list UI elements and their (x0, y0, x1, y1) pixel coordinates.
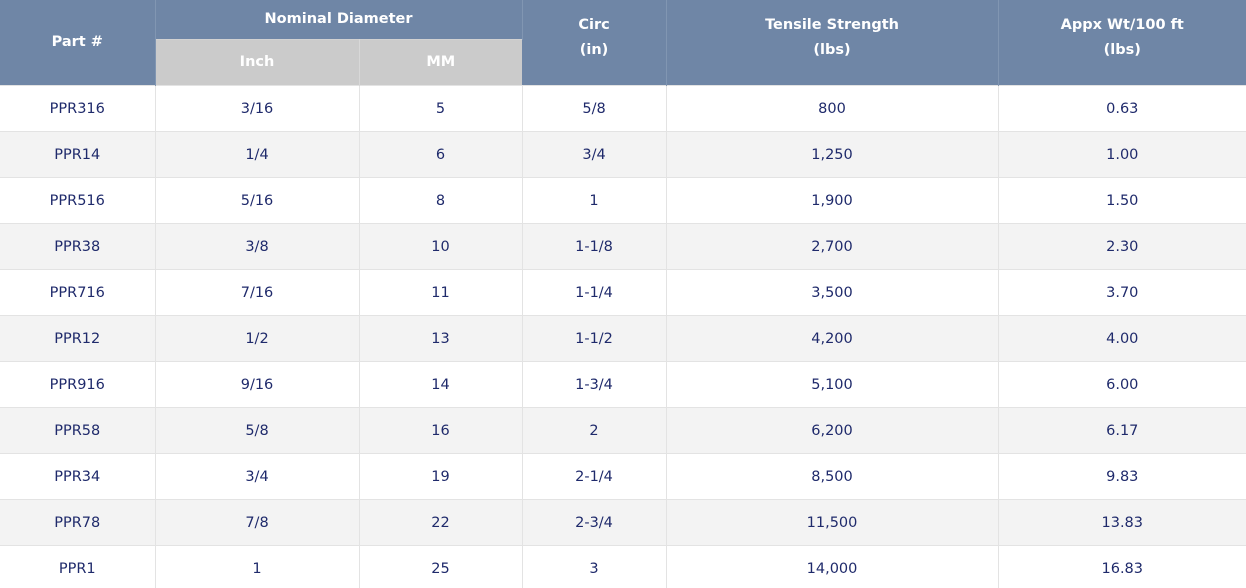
cell-weight: 6.17 (998, 407, 1246, 454)
cell-circumference: 2 (522, 407, 667, 454)
cell-part-number: PPR1 (0, 545, 156, 588)
cell-circumference: 2-3/4 (522, 499, 667, 546)
table-row: PPR716 7/16 11 1-1/4 3,500 3.70 (0, 269, 1246, 316)
header-circumference: Circ (in) (522, 0, 667, 86)
header-tensile-unit: (lbs) (813, 42, 851, 58)
cell-part-number: PPR516 (0, 177, 156, 224)
table-row: PPR1 1 25 3 14,000 16.83 (0, 545, 1246, 588)
header-tensile-strength: Tensile Strength (lbs) (666, 0, 999, 86)
header-nominal-diameter: Nominal Diameter (155, 0, 523, 40)
cell-tensile-strength: 1,250 (666, 131, 999, 178)
cell-part-number: PPR316 (0, 85, 156, 132)
header-circumference-label: Circ (578, 17, 610, 33)
cell-circumference: 1-1/2 (522, 315, 667, 362)
header-weight: Appx Wt/100 ft (lbs) (998, 0, 1246, 86)
cell-tensile-strength: 5,100 (666, 361, 999, 408)
cell-circumference: 1-1/4 (522, 269, 667, 316)
cell-circumference: 1-1/8 (522, 223, 667, 270)
cell-weight: 13.83 (998, 499, 1246, 546)
table-body: PPR316 3/16 5 5/8 800 0.63 PPR14 1/4 6 3/4 1,250 1.… (0, 85, 1246, 588)
cell-mm: 11 (359, 269, 523, 316)
header-weight-unit: (lbs) (1103, 42, 1141, 58)
header-inch: Inch (155, 39, 360, 86)
cell-part-number: PPR38 (0, 223, 156, 270)
cell-mm: 16 (359, 407, 523, 454)
cell-inch: 5/16 (155, 177, 360, 224)
cell-weight: 4.00 (998, 315, 1246, 362)
table-row: PPR58 5/8 16 2 6,200 6.17 (0, 407, 1246, 454)
table-row: PPR916 9/16 14 1-3/4 5,100 6.00 (0, 361, 1246, 408)
table-row: PPR316 3/16 5 5/8 800 0.63 (0, 85, 1246, 132)
cell-circumference: 3/4 (522, 131, 667, 178)
cell-circumference: 2-1/4 (522, 453, 667, 500)
cell-inch: 5/8 (155, 407, 360, 454)
cell-tensile-strength: 1,900 (666, 177, 999, 224)
cell-weight: 9.83 (998, 453, 1246, 500)
header-mm: MM (359, 39, 523, 86)
cell-inch: 1 (155, 545, 360, 588)
cell-inch: 3/16 (155, 85, 360, 132)
cell-tensile-strength: 6,200 (666, 407, 999, 454)
cell-inch: 3/8 (155, 223, 360, 270)
cell-mm: 5 (359, 85, 523, 132)
cell-circumference: 1 (522, 177, 667, 224)
cell-weight: 1.00 (998, 131, 1246, 178)
header-part-number: Part # (0, 0, 156, 86)
cell-tensile-strength: 11,500 (666, 499, 999, 546)
header-weight-label: Appx Wt/100 ft (1060, 17, 1184, 33)
cell-inch: 7/16 (155, 269, 360, 316)
cell-part-number: PPR12 (0, 315, 156, 362)
cell-tensile-strength: 3,500 (666, 269, 999, 316)
cell-part-number: PPR34 (0, 453, 156, 500)
table-row: PPR34 3/4 19 2-1/4 8,500 9.83 (0, 453, 1246, 500)
table-row: PPR38 3/8 10 1-1/8 2,700 2.30 (0, 223, 1246, 270)
table-header: Part # Nominal Diameter Circ (in) Tensil… (0, 0, 1246, 86)
header-circumference-unit: (in) (579, 42, 609, 58)
table-row: PPR78 7/8 22 2-3/4 11,500 13.83 (0, 499, 1246, 546)
cell-tensile-strength: 4,200 (666, 315, 999, 362)
cell-mm: 6 (359, 131, 523, 178)
cell-mm: 10 (359, 223, 523, 270)
cell-tensile-strength: 2,700 (666, 223, 999, 270)
table-row: PPR516 5/16 8 1 1,900 1.50 (0, 177, 1246, 224)
cell-tensile-strength: 8,500 (666, 453, 999, 500)
cell-circumference: 3 (522, 545, 667, 588)
cell-mm: 25 (359, 545, 523, 588)
cell-circumference: 1-3/4 (522, 361, 667, 408)
cell-inch: 1/4 (155, 131, 360, 178)
cell-weight: 0.63 (998, 85, 1246, 132)
cell-part-number: PPR58 (0, 407, 156, 454)
cell-part-number: PPR78 (0, 499, 156, 546)
cell-weight: 3.70 (998, 269, 1246, 316)
cell-inch: 9/16 (155, 361, 360, 408)
cell-weight: 1.50 (998, 177, 1246, 224)
cell-mm: 14 (359, 361, 523, 408)
table-row: PPR14 1/4 6 3/4 1,250 1.00 (0, 131, 1246, 178)
cell-tensile-strength: 14,000 (666, 545, 999, 588)
cell-inch: 1/2 (155, 315, 360, 362)
header-tensile-label: Tensile Strength (765, 17, 899, 33)
cell-inch: 3/4 (155, 453, 360, 500)
cell-part-number: PPR14 (0, 131, 156, 178)
cell-weight: 6.00 (998, 361, 1246, 408)
cell-weight: 2.30 (998, 223, 1246, 270)
cell-inch: 7/8 (155, 499, 360, 546)
cell-part-number: PPR916 (0, 361, 156, 408)
cell-tensile-strength: 800 (666, 85, 999, 132)
cell-mm: 13 (359, 315, 523, 362)
cell-circumference: 5/8 (522, 85, 667, 132)
table-row: PPR12 1/2 13 1-1/2 4,200 4.00 (0, 315, 1246, 362)
cell-mm: 8 (359, 177, 523, 224)
cell-mm: 22 (359, 499, 523, 546)
cell-mm: 19 (359, 453, 523, 500)
cell-part-number: PPR716 (0, 269, 156, 316)
cell-weight: 16.83 (998, 545, 1246, 588)
